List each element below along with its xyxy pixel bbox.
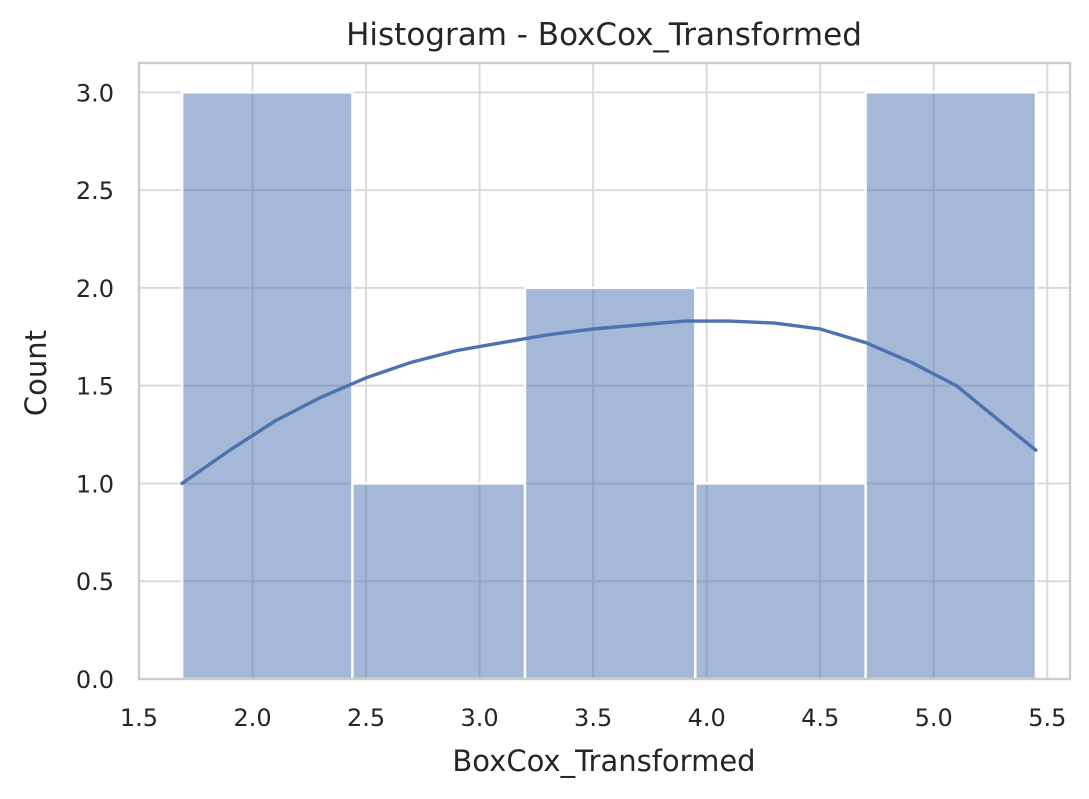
y-tick-label: 1.0 — [76, 470, 114, 498]
x-tick-label: 2.5 — [347, 704, 385, 732]
y-tick-label: 3.0 — [76, 79, 114, 107]
histogram-bar-1 — [351, 482, 527, 681]
kde-curve — [180, 319, 1038, 486]
x-tick-label: 3.5 — [574, 704, 612, 732]
y-tick-labels: 0.0 0.5 1.0 1.5 2.0 2.5 3.0 — [76, 79, 114, 694]
chart-title: Histogram - BoxCox_Transformed — [346, 17, 862, 53]
x-tick-label: 2.0 — [233, 704, 271, 732]
x-tick-label: 5.5 — [1028, 704, 1066, 732]
y-tick-label: 1.5 — [76, 373, 114, 401]
x-tick-labels: 1.5 2.0 2.5 3.0 3.5 4.0 4.5 5.0 5.5 — [120, 704, 1066, 732]
histogram-bar-2 — [523, 286, 697, 681]
x-tick-label: 4.5 — [801, 704, 839, 732]
x-axis-label: BoxCox_Transformed — [452, 744, 755, 778]
x-tick-label: 4.0 — [688, 704, 726, 732]
x-tick-label: 5.0 — [915, 704, 953, 732]
x-tick-label: 1.5 — [120, 704, 158, 732]
y-tick-label: 2.5 — [76, 177, 114, 205]
y-tick-label: 0.5 — [76, 568, 114, 596]
histogram-bar-4 — [864, 91, 1038, 681]
x-tick-label: 3.0 — [461, 704, 499, 732]
y-axis-label: Count — [19, 330, 53, 416]
y-tick-label: 2.0 — [76, 275, 114, 303]
histogram-bars — [180, 91, 1038, 681]
histogram-bar-3 — [694, 482, 867, 681]
histogram-bar-0 — [180, 91, 354, 681]
plot-frame — [137, 61, 1072, 681]
y-tick-label: 0.0 — [76, 666, 114, 694]
